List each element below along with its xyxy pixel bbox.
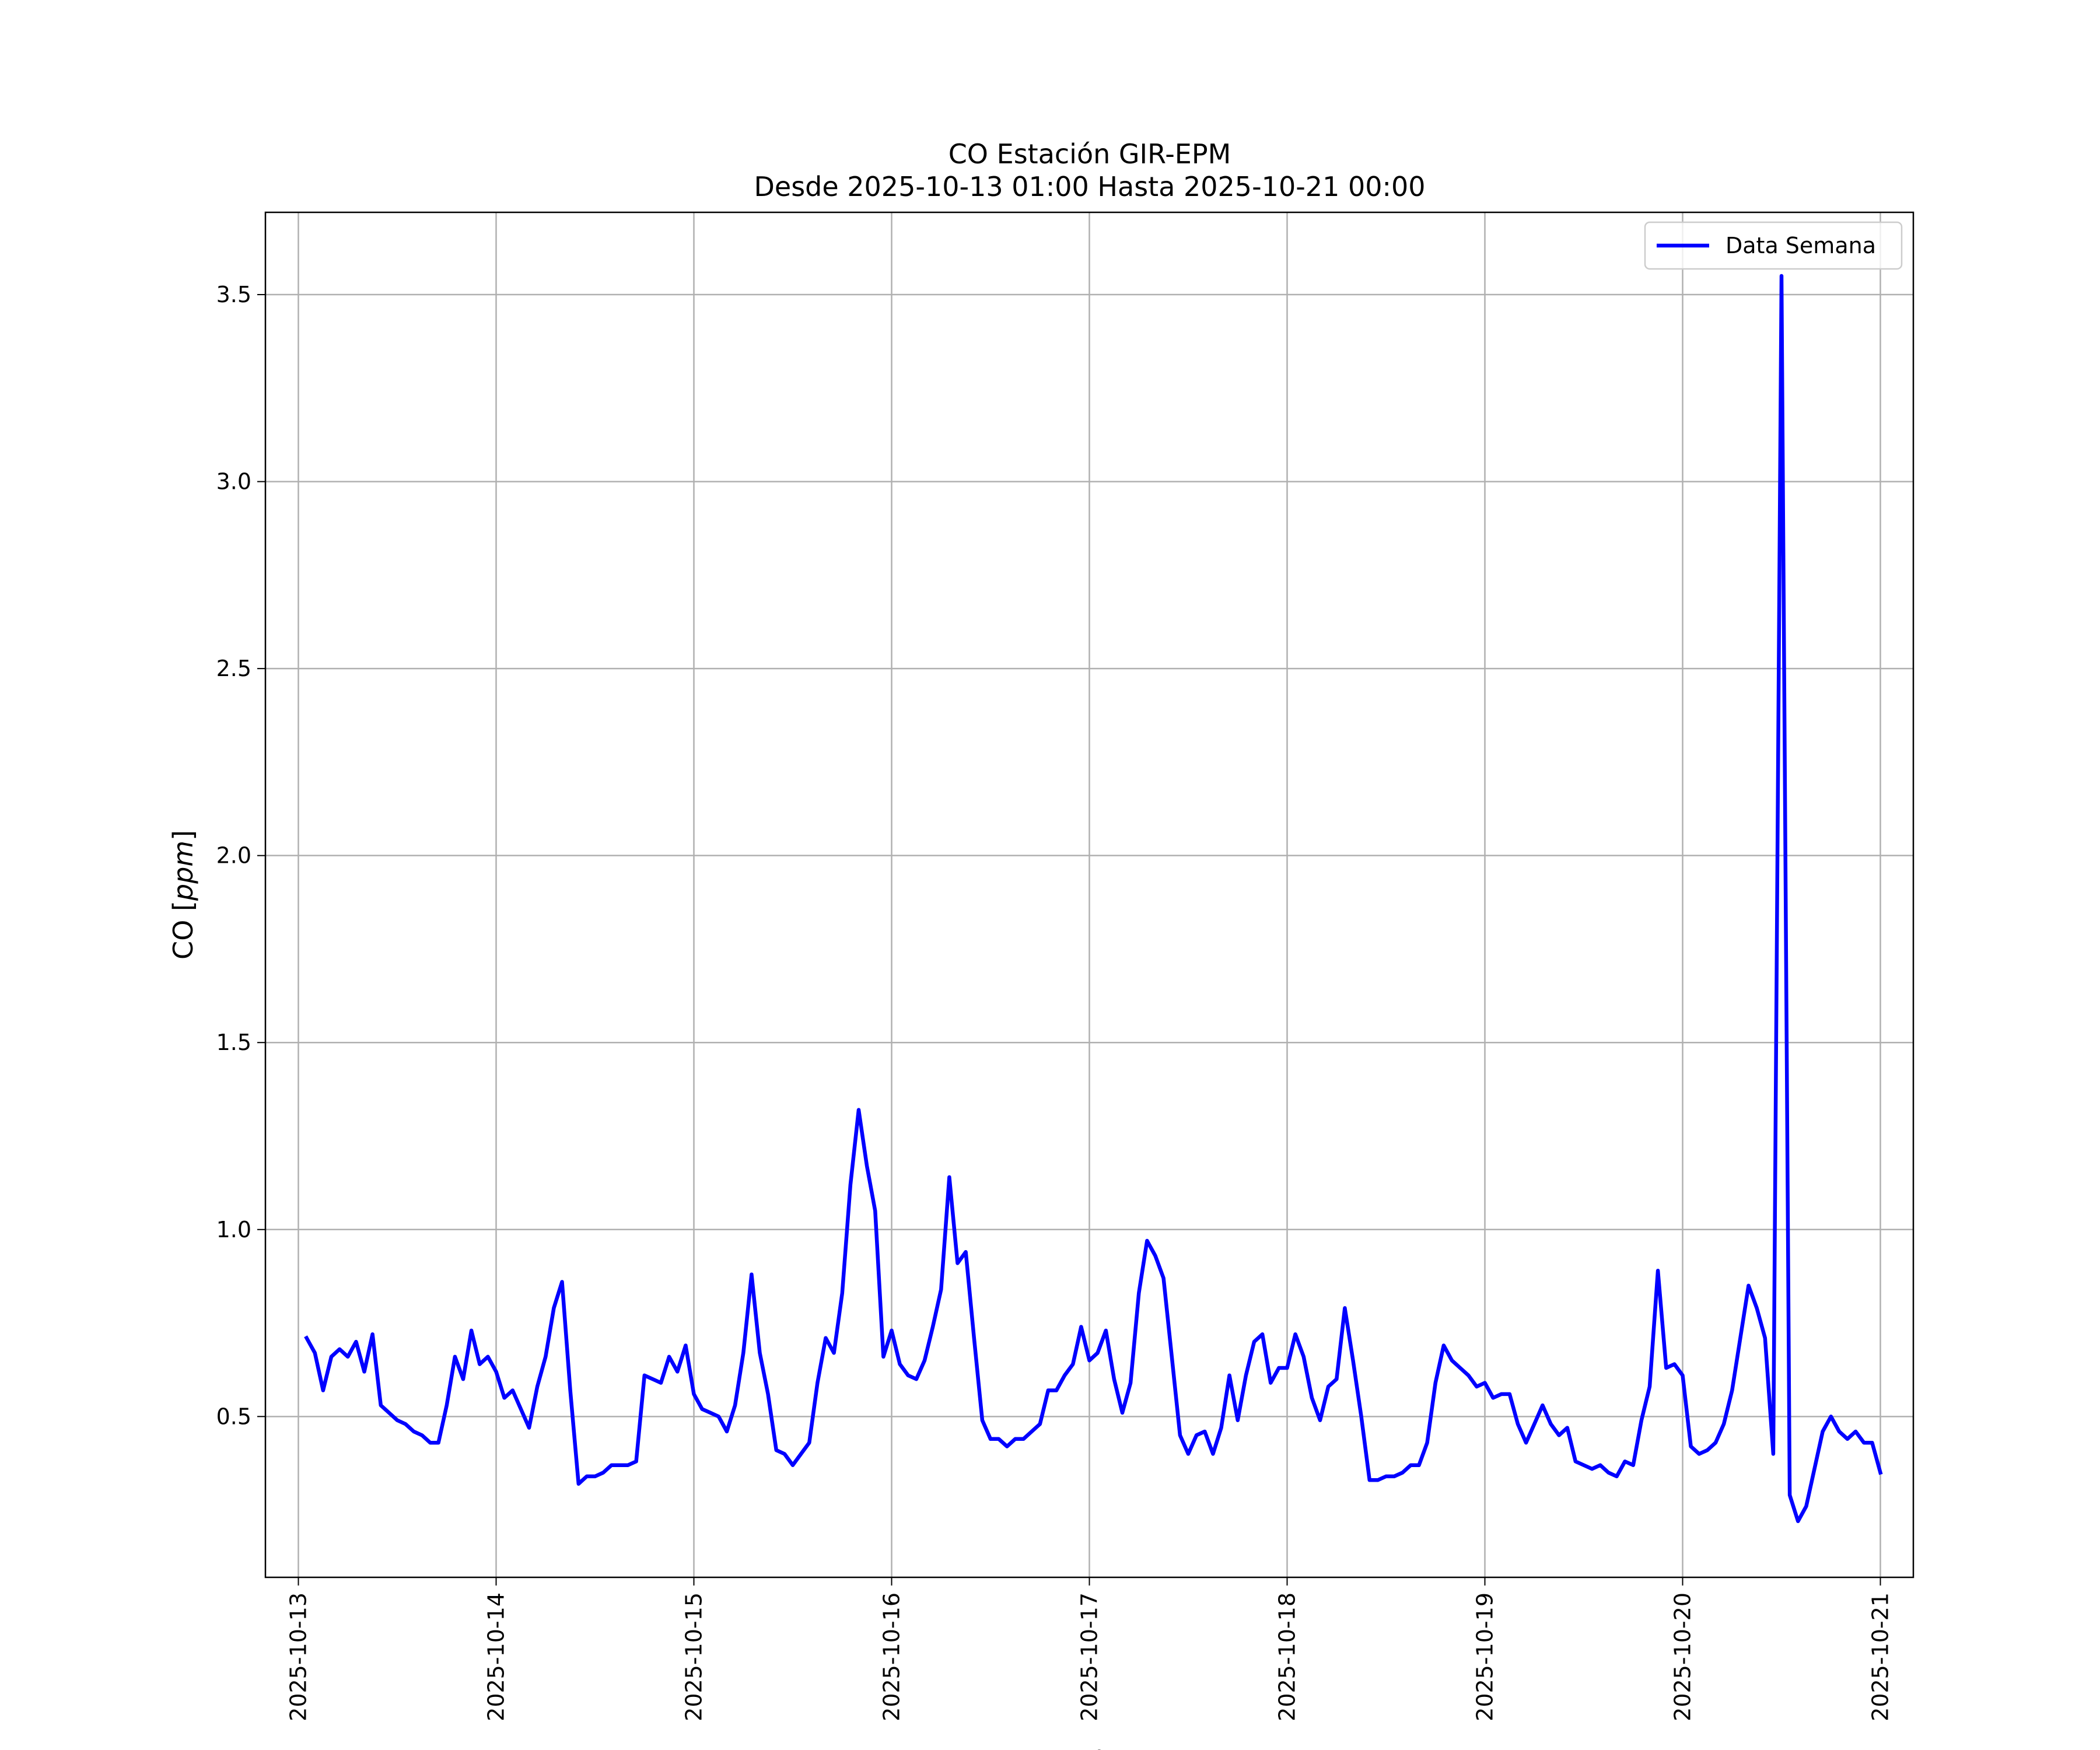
y-tick-label: 2.5 <box>216 656 251 681</box>
y-axis-label-text: CO [ <box>167 901 199 960</box>
y-axis-label-unit: ppm <box>167 841 199 901</box>
y-tick-label: 1.5 <box>216 1030 251 1055</box>
grid-layer <box>265 212 1913 1577</box>
series-layer <box>304 274 1883 1524</box>
x-axis-label: Fecha <box>1051 1745 1129 1750</box>
x-tick-label: 2025-10-14 <box>484 1592 509 1721</box>
series-line-data-semana <box>304 274 1883 1524</box>
legend-label-data-semana: Data Semana <box>1726 233 1876 258</box>
x-tick-label: 2025-10-16 <box>879 1592 905 1721</box>
y-axis-label-end: ] <box>167 830 199 841</box>
legend-box <box>1644 221 1903 270</box>
legend: Data Semana <box>1644 221 1903 270</box>
x-tick-label: 2025-10-17 <box>1077 1592 1102 1721</box>
chart-title: CO Estación GIR-EPM <box>949 138 1231 170</box>
x-tick-label: 2025-10-19 <box>1472 1592 1498 1721</box>
y-tick-label: 0.5 <box>216 1404 251 1429</box>
y-tick-label: 3.0 <box>216 469 251 495</box>
x-tick-label: 2025-10-18 <box>1275 1592 1300 1721</box>
x-tick-label: 2025-10-21 <box>1868 1592 1894 1721</box>
x-tick-label: 2025-10-13 <box>286 1592 312 1721</box>
chart-subtitle: Desde 2025-10-13 01:00 Hasta 2025-10-21 … <box>754 171 1425 202</box>
x-tick-label: 2025-10-20 <box>1670 1592 1696 1721</box>
ticks-layer: 2025-10-13 2025-10-14 2025-10-15 2025-10-16… <box>216 282 1894 1721</box>
x-tick-label: 2025-10-15 <box>681 1592 707 1721</box>
y-axis-label: CO [ppm] <box>167 830 199 960</box>
y-tick-label: 2.0 <box>216 843 251 869</box>
plot-frame <box>264 211 1915 1578</box>
y-tick-label: 1.0 <box>216 1217 251 1242</box>
y-tick-label: 3.5 <box>216 282 251 307</box>
